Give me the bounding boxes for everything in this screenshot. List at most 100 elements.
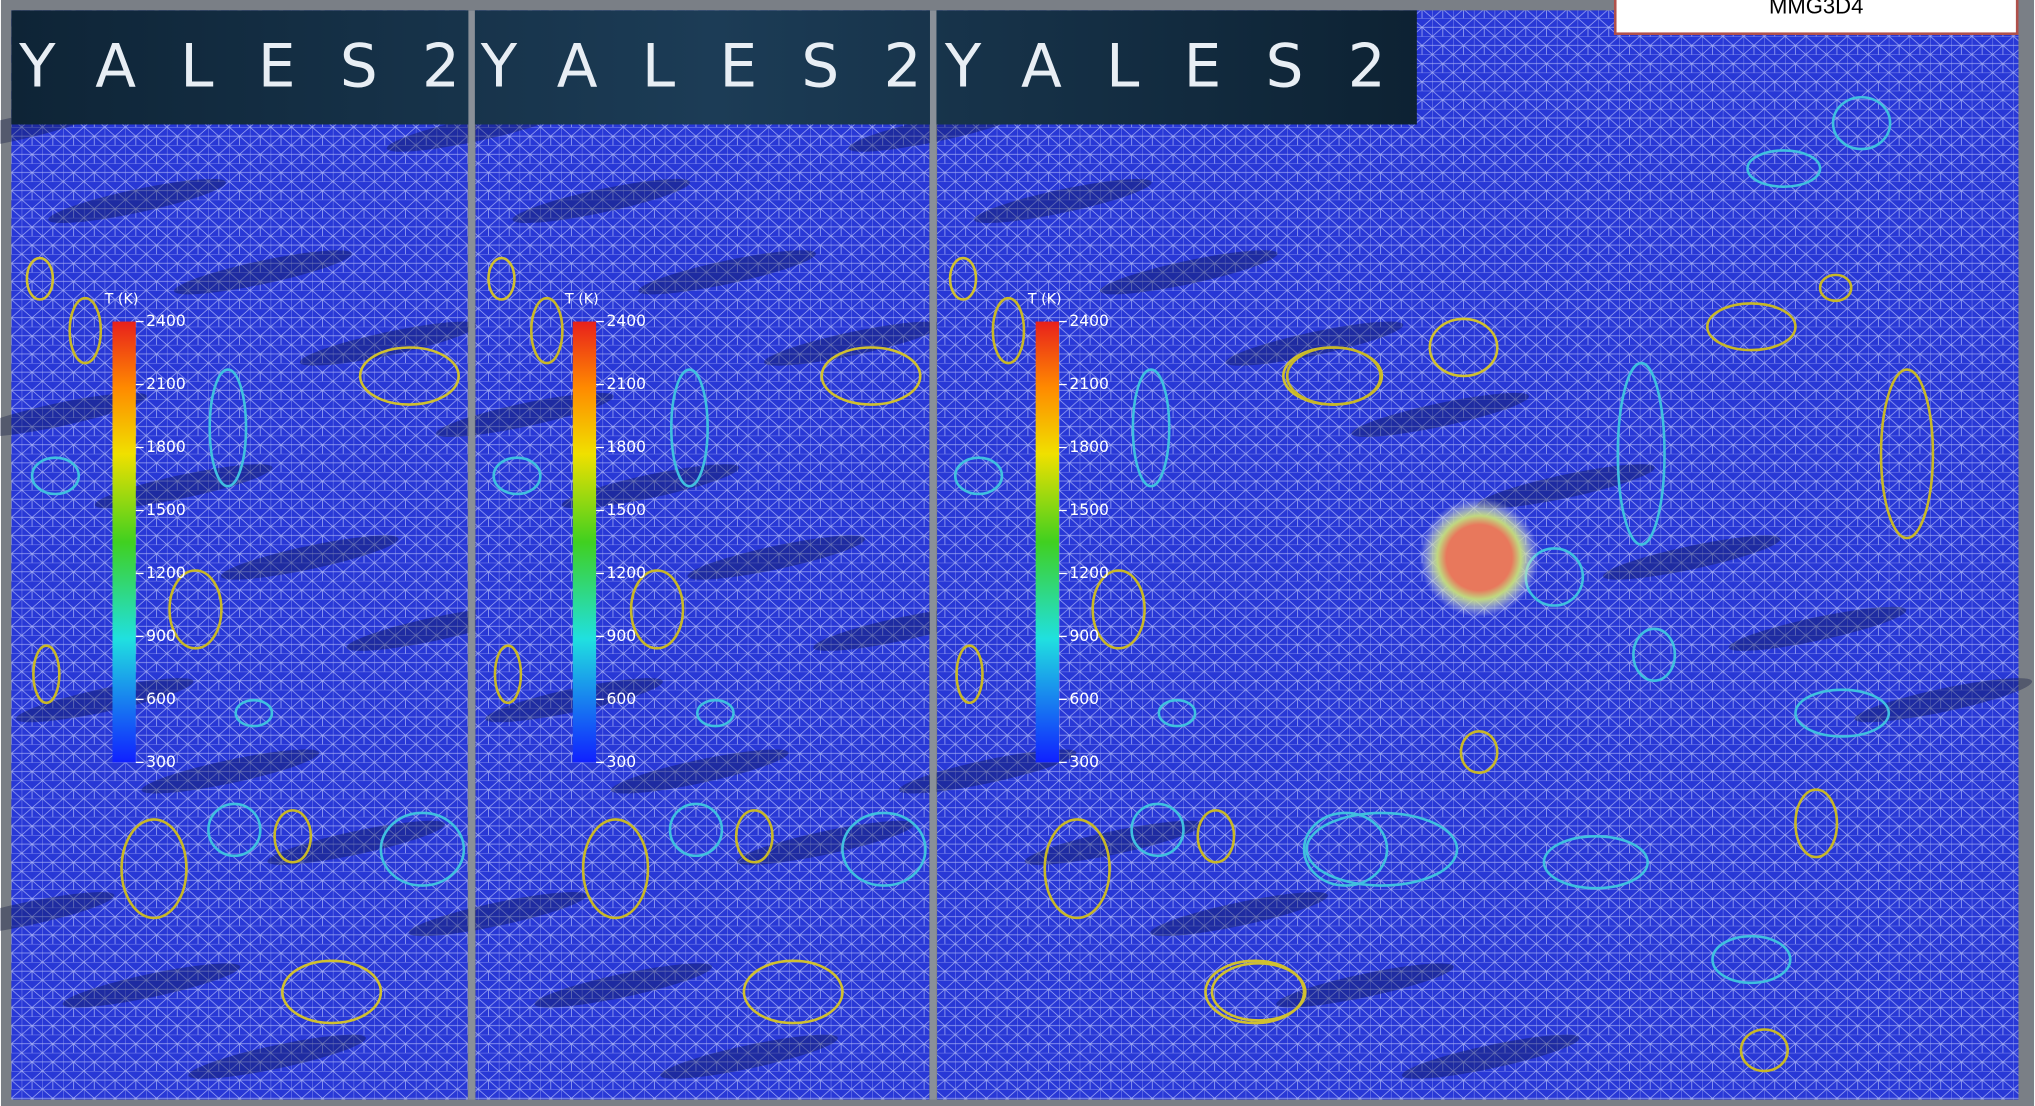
contour (734, 809, 774, 864)
mesh-streak (188, 1034, 366, 1079)
contour (695, 698, 735, 728)
mesh-streak (611, 749, 789, 794)
contour (1818, 273, 1853, 303)
contour (742, 959, 844, 1025)
contour (1739, 1028, 1789, 1073)
contour (68, 296, 103, 365)
colorbar-tick-label: 1200 (1069, 564, 1109, 582)
hot-spot (1419, 497, 1539, 618)
mesh-streak (1150, 892, 1329, 937)
colorbar-tick-label: 1500 (606, 501, 646, 519)
contour (948, 256, 978, 301)
contour (1794, 788, 1839, 859)
contour (273, 809, 313, 864)
contour (32, 644, 61, 705)
mesh-streak (512, 178, 691, 224)
mesh-streak (435, 392, 614, 437)
colorbar-tick-label: 300 (606, 753, 636, 771)
colorbar-tick-label: 900 (1069, 627, 1099, 645)
colorbar-tick-label: 600 (1069, 690, 1099, 708)
contour (1302, 811, 1389, 887)
colorbar (572, 321, 597, 763)
contour (841, 811, 927, 887)
contour (1794, 688, 1891, 738)
mesh-streak (638, 250, 816, 295)
contour (1705, 302, 1797, 352)
contour (1428, 317, 1499, 378)
contour (1196, 809, 1236, 864)
contour (670, 368, 709, 488)
colorbar-tick-label: 1800 (146, 438, 186, 456)
mesh-streak (660, 1034, 838, 1079)
contour (207, 802, 262, 858)
label: MMG3D4 (1769, 0, 1863, 19)
contour (581, 818, 650, 920)
contour (281, 959, 383, 1025)
contour (1285, 346, 1382, 406)
colorbar-tick-label: 1800 (1069, 438, 1109, 456)
contour (1131, 368, 1171, 488)
colorbar-tick-label: 300 (1069, 753, 1099, 771)
contour (492, 456, 542, 496)
mesh-panel (11, 10, 468, 1100)
colorbar (112, 321, 136, 763)
colorbar (1035, 321, 1059, 763)
mesh-streak (62, 963, 241, 1008)
colorbar-tick-label: 1500 (1069, 501, 1109, 519)
colorbar-tick-label: 900 (146, 627, 176, 645)
contour (358, 346, 460, 406)
mesh-streak (220, 535, 399, 580)
mesh-panel (475, 10, 930, 1100)
colorbar-title: T (K) (1027, 291, 1062, 307)
mesh-streak (1401, 1034, 1580, 1079)
mesh-streak (898, 749, 1077, 794)
mesh-streak (0, 392, 147, 437)
logo-banner (11, 10, 1417, 125)
contour (955, 644, 984, 705)
contour (493, 644, 523, 705)
contour (629, 569, 685, 650)
mesh-streak (1351, 392, 1530, 437)
mesh-streak (15, 678, 194, 723)
contour (487, 256, 516, 301)
contour (1210, 962, 1307, 1022)
mesh-streak (534, 963, 713, 1008)
contour (1746, 149, 1822, 189)
colorbar-tick-label: 900 (606, 627, 636, 645)
mesh-streak (687, 535, 866, 580)
contour (1157, 698, 1197, 728)
mesh-streak (736, 820, 915, 865)
contour (991, 296, 1026, 365)
contour (1831, 95, 1892, 151)
label-box (1613, 0, 2019, 36)
contour (234, 698, 274, 728)
colorbar-title: T (K) (564, 291, 599, 307)
mesh-streak (141, 749, 320, 794)
colorbar-tick-label: 600 (606, 690, 636, 708)
contour (668, 802, 724, 858)
colorbar-tick-label: 2100 (146, 375, 186, 393)
colorbar-tick-label: 1200 (606, 564, 646, 582)
colorbar-tick-label: 300 (146, 753, 176, 771)
contour (1632, 627, 1677, 683)
mesh-streak (408, 892, 587, 937)
contour (820, 346, 922, 406)
contour (208, 368, 248, 488)
mesh-streak (0, 892, 115, 937)
contour (1130, 802, 1185, 858)
mesh-streak (267, 820, 446, 865)
mesh-streak (1728, 606, 1907, 651)
contour (1542, 835, 1649, 890)
contour (168, 569, 223, 650)
mesh-streak (1602, 535, 1781, 580)
mesh-streak (48, 178, 226, 224)
colorbar-tick-label: 1800 (606, 438, 646, 456)
contour (1459, 729, 1499, 775)
mesh-streak (94, 464, 273, 509)
colorbar-tick-label: 2400 (606, 312, 646, 330)
mesh-streak (1276, 963, 1454, 1008)
mesh-streak (561, 464, 740, 509)
colorbar-tick-label: 2100 (606, 375, 646, 393)
colorbar-tick-label: 2400 (146, 312, 186, 330)
